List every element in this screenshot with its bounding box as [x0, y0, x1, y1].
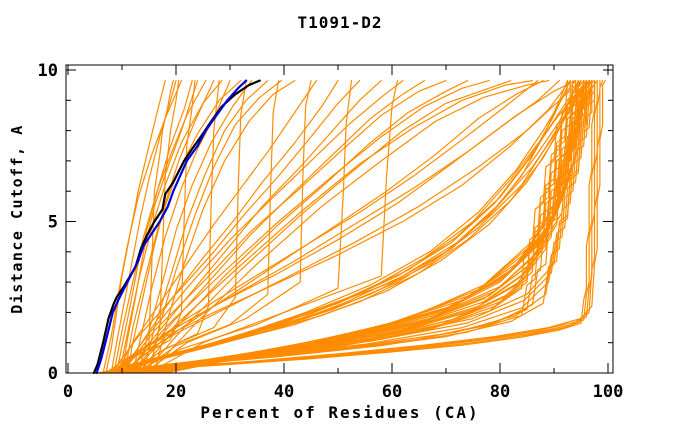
y-axis-label: Distance Cutoff, A: [8, 124, 26, 314]
models-orange-curve: [153, 79, 296, 374]
models-orange-curve: [118, 79, 404, 374]
model-blue: [95, 79, 248, 375]
models-orange-curve: [107, 79, 582, 374]
models-orange-curve: [124, 79, 242, 374]
models-orange-curve: [143, 79, 512, 374]
tick-labels: 0 20 40 60 80 100 0 5 10: [38, 61, 624, 402]
x-tick-label: 60: [382, 382, 402, 402]
models-orange-curve: [132, 79, 534, 374]
x-tick-label: 80: [490, 382, 510, 402]
models-orange-curve: [126, 79, 490, 374]
models-orange-curve: [113, 79, 579, 374]
y-tick-label: 5: [48, 213, 58, 233]
models-orange-curve: [105, 79, 579, 374]
axis-ticks: [66, 65, 613, 374]
plot-border: [65, 64, 614, 374]
models-orange-curve: [126, 79, 382, 374]
models-orange-curve: [121, 79, 598, 374]
x-tick-label: 100: [593, 382, 624, 402]
x-tick-label: 0: [63, 382, 73, 402]
models-orange-curve: [137, 79, 280, 374]
models-orange-curve: [110, 79, 361, 374]
y-tick-label: 10: [38, 61, 58, 81]
x-tick-label: 40: [274, 382, 294, 402]
models-orange-curve: [132, 79, 590, 374]
models-orange-curve: [115, 79, 317, 374]
models-orange-curve: [102, 79, 606, 374]
y-tick-label: 0: [48, 364, 58, 384]
models-orange-curve: [94, 79, 596, 374]
models-orange-curve: [148, 79, 550, 374]
models-orange-curve: [124, 79, 590, 374]
models-orange-curve: [121, 79, 447, 374]
models-orange-curve: [118, 79, 223, 374]
chart-title: T1091-D2: [297, 13, 383, 32]
models-orange-curve: [113, 79, 577, 374]
models-orange-curve: [121, 79, 544, 374]
models-orange-curve: [110, 79, 596, 374]
models-orange-curve: [132, 79, 353, 374]
models-orange-curve: [110, 79, 588, 374]
models-orange-curve: [115, 79, 596, 374]
models-orange-curve: [148, 79, 398, 374]
x-axis-label: Percent of Residues (CA): [200, 403, 480, 422]
models-orange-curve: [132, 79, 220, 374]
models-orange-curve: [121, 79, 199, 374]
x-tick-label: 20: [166, 382, 186, 402]
models-orange-curve: [102, 79, 588, 374]
models-orange-curve: [121, 79, 339, 374]
models-orange: [94, 79, 606, 374]
models-orange-curve: [143, 79, 312, 374]
models-orange-curve: [126, 79, 215, 374]
models-orange-curve: [126, 79, 588, 374]
models-orange-curve: [94, 79, 579, 374]
models-orange-curve: [102, 79, 588, 374]
models-orange-curve: [143, 79, 269, 374]
models-orange-curve: [113, 79, 207, 374]
model-blue-curve: [95, 79, 248, 375]
models-orange-curve: [102, 79, 182, 374]
models-orange-curve: [115, 79, 193, 374]
models-orange-curve: [148, 79, 282, 374]
